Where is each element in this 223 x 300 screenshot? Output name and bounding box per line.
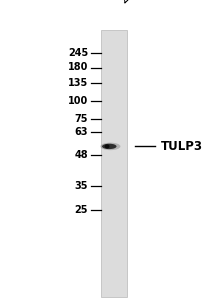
Ellipse shape <box>105 144 109 148</box>
Text: 25: 25 <box>74 205 88 215</box>
Text: 135: 135 <box>68 77 88 88</box>
Text: 48: 48 <box>74 149 88 160</box>
Text: 245: 245 <box>68 47 88 58</box>
Text: TULP3: TULP3 <box>161 140 202 153</box>
Text: 293T: 293T <box>117 0 147 6</box>
Ellipse shape <box>102 144 116 149</box>
Ellipse shape <box>100 143 120 150</box>
Text: 35: 35 <box>74 181 88 191</box>
Text: 100: 100 <box>68 95 88 106</box>
Text: 180: 180 <box>68 62 88 73</box>
Text: 63: 63 <box>74 127 88 137</box>
Text: 75: 75 <box>74 113 88 124</box>
Bar <box>101 30 127 297</box>
